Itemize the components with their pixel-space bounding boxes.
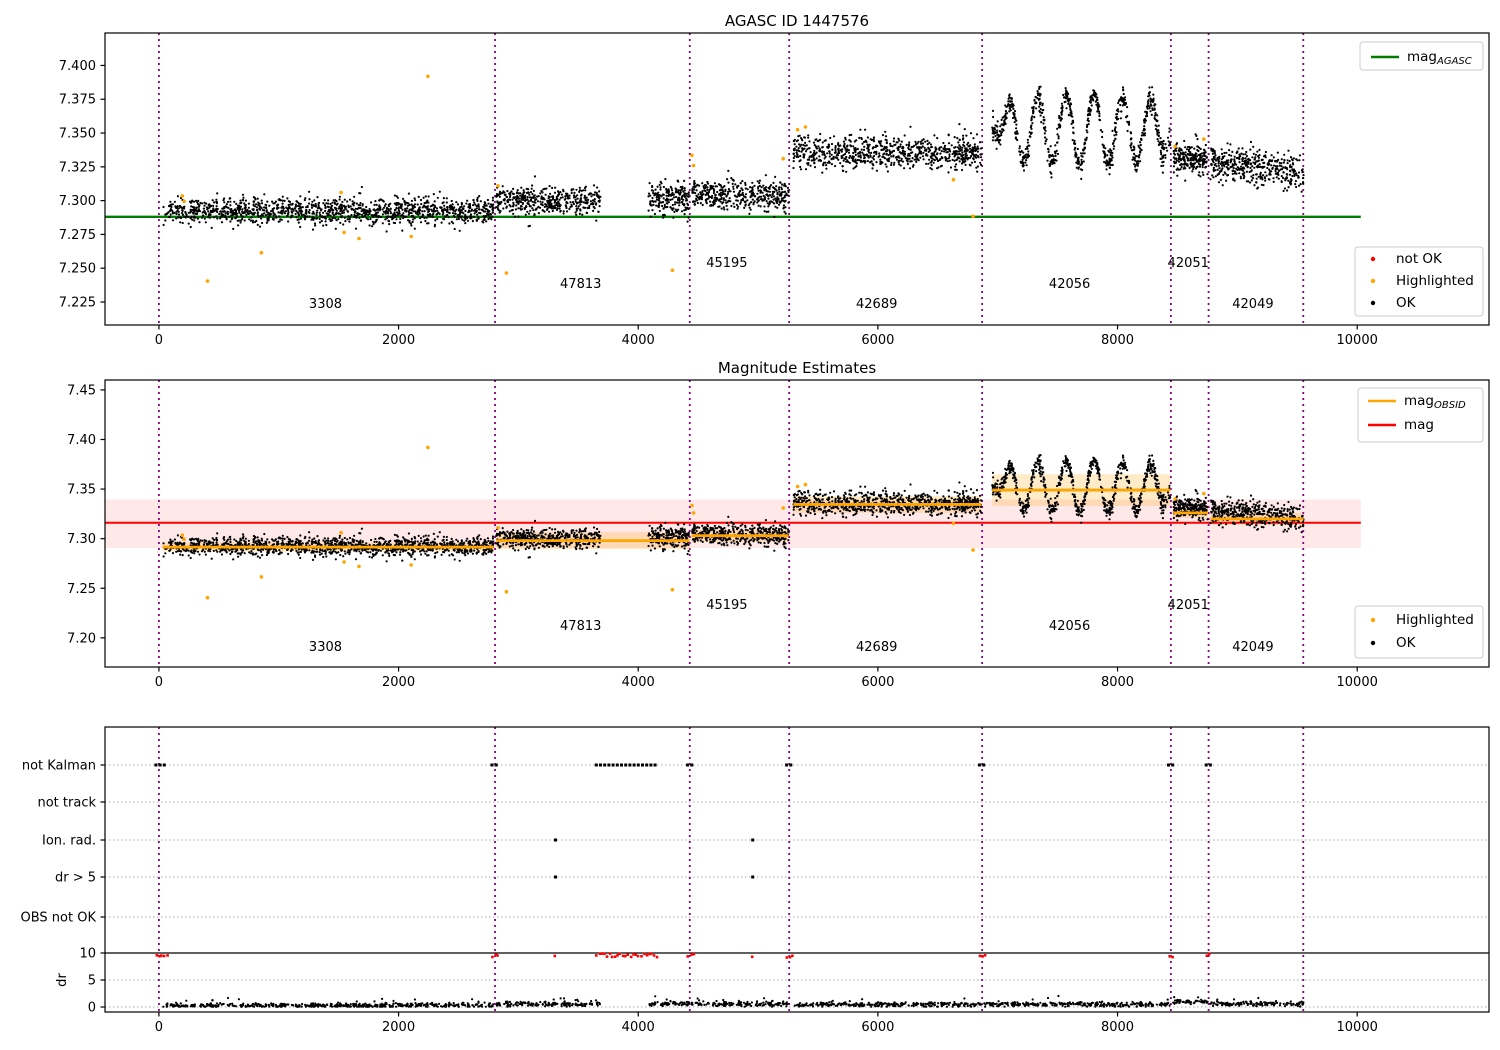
ion-rad-marks <box>554 838 755 842</box>
legend-box <box>1354 246 1484 317</box>
tick-label: 6000 <box>861 333 894 348</box>
tick-label: 5 <box>88 974 96 989</box>
legend-marker <box>1370 640 1376 646</box>
tick-label: 42049 <box>1232 640 1273 655</box>
tick-label: Ion. rad. <box>42 834 96 849</box>
tick-label: 7.35 <box>67 483 96 498</box>
tick-label: 42689 <box>856 297 897 312</box>
tick-label: 0 <box>155 1020 163 1035</box>
tick-label: 6000 <box>861 675 894 690</box>
tick-label: 42056 <box>1049 619 1090 634</box>
tick-label: 7.30 <box>67 532 96 547</box>
tick-label: Highlighted <box>1396 612 1474 628</box>
dr-not-ok-points <box>155 952 1211 959</box>
tick-label: 42056 <box>1049 277 1090 292</box>
tick-label: 3308 <box>309 297 342 312</box>
tick-label: 4000 <box>622 1020 655 1035</box>
tick-label: 7.40 <box>67 433 96 448</box>
tick-label: 7.25 <box>67 582 96 597</box>
tick-label: 47813 <box>560 619 601 634</box>
tick-label: 4000 <box>622 675 655 690</box>
tick-label: 7.275 <box>59 228 96 243</box>
legend-label: mag <box>1404 417 1434 433</box>
tick-label: 10000 <box>1337 675 1378 690</box>
dr-gt5-marks <box>554 875 755 879</box>
legend-marker <box>1370 278 1376 284</box>
tick-label: 42051 <box>1168 256 1209 271</box>
legend-box <box>1354 605 1484 659</box>
tick-label: 7.350 <box>59 127 96 142</box>
ok-points <box>162 85 1305 233</box>
middle-panel-title: Magnitude Estimates <box>717 359 877 377</box>
tick-label: 0 <box>88 1001 96 1016</box>
legend-marker <box>1370 300 1376 306</box>
tick-label: 3308 <box>309 640 342 655</box>
tick-label: 10000 <box>1337 1020 1378 1035</box>
legend-marker <box>1370 617 1376 623</box>
tick-label: Highlighted <box>1396 273 1474 289</box>
tick-label: 2000 <box>382 675 415 690</box>
tick-label: 7.45 <box>67 383 96 398</box>
legend-box <box>1359 41 1484 71</box>
not-kalman-marks <box>154 763 1212 767</box>
legend-marker <box>1370 256 1376 262</box>
tick-label: 2000 <box>382 333 415 348</box>
tick-label: 0 <box>155 333 163 348</box>
tick-label: 10 <box>79 947 96 962</box>
tick-label: 4000 <box>622 333 655 348</box>
tick-label: not Kalman <box>22 759 96 774</box>
tick-label: 7.225 <box>59 296 96 311</box>
tick-label: dr <box>55 973 70 987</box>
tick-label: 42051 <box>1168 598 1209 613</box>
tick-label: not OK <box>1396 251 1443 267</box>
tick-label: 7.300 <box>59 194 96 209</box>
highlighted-points <box>180 74 1206 283</box>
axes-frame <box>104 379 1490 668</box>
tick-label: 7.375 <box>59 93 96 108</box>
top-panel-title: AGASC ID 1447576 <box>724 12 870 30</box>
tick-label: 10000 <box>1337 333 1378 348</box>
dr-ok-points <box>162 994 1305 1008</box>
tick-label: 8000 <box>1101 1020 1134 1035</box>
tick-label: OK <box>1396 295 1417 311</box>
tick-label: 2000 <box>382 1020 415 1035</box>
tick-label: 45195 <box>706 256 747 271</box>
tick-label: 0 <box>155 675 163 690</box>
axes-frame <box>104 32 1490 326</box>
tick-label: 8000 <box>1101 333 1134 348</box>
tick-label: 8000 <box>1101 675 1134 690</box>
tick-label: 42689 <box>856 640 897 655</box>
tick-label: 47813 <box>560 277 601 292</box>
axes-frame <box>104 726 1490 1013</box>
tick-label: not track <box>37 796 96 811</box>
tick-label: 7.20 <box>67 631 96 646</box>
tick-label: OK <box>1396 635 1417 651</box>
tick-label: 7.250 <box>59 262 96 277</box>
tick-label: 42049 <box>1232 297 1273 312</box>
highlighted-points <box>180 445 1206 600</box>
tick-label: dr > 5 <box>55 871 96 886</box>
tick-label: OBS not OK <box>21 911 97 926</box>
tick-label: 45195 <box>706 598 747 613</box>
tick-label: 6000 <box>861 1020 894 1035</box>
tick-label: 7.325 <box>59 160 96 175</box>
tick-label: 7.400 <box>59 59 96 74</box>
